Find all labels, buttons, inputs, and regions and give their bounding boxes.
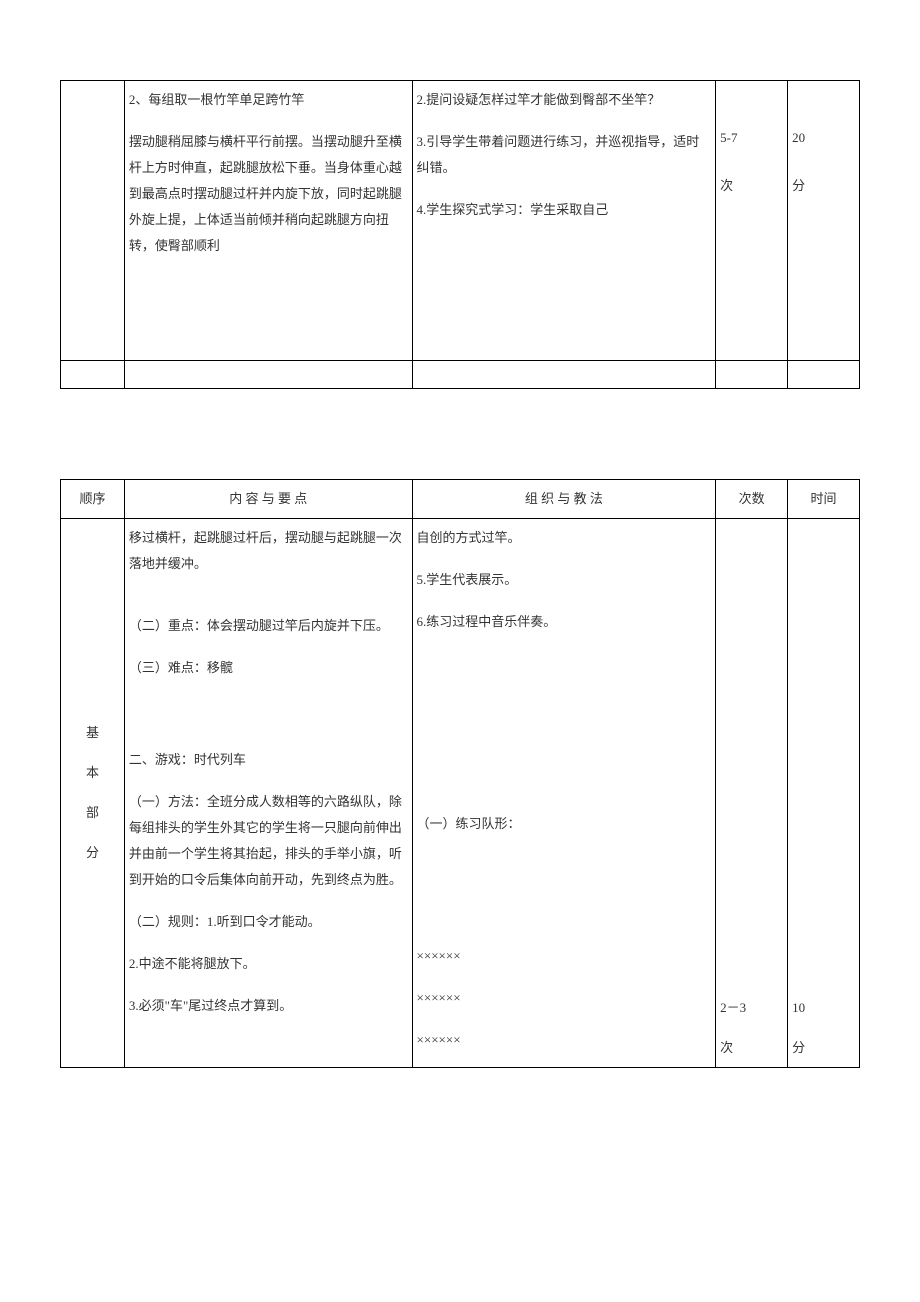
t1-empty3 xyxy=(412,361,716,389)
table1-time-cell: 20 分 xyxy=(788,81,860,361)
t2-content-p5: （一）方法：全班分成人数相等的六路纵队，除每组排头的学生外其它的学生将一只腿向前… xyxy=(129,789,408,893)
table1-content-row: 2、每组取一根竹竿单足跨竹竿 摆动腿稍屈膝与横杆平行前摆。当摆动腿升至横杆上方时… xyxy=(61,81,860,361)
t2-method-x1: ×××××× xyxy=(417,943,712,969)
t2-h-count: 次数 xyxy=(716,480,788,519)
t2-seq-c4: 分 xyxy=(65,840,120,866)
t1-method-line3: 4.学生探究式学习：学生采取自己 xyxy=(417,197,712,223)
table2-header-row: 顺序 内 容 与 要 点 组 织 与 教 法 次数 时间 xyxy=(61,480,860,519)
t2-method-cell: 自创的方式过竿。 5.学生代表展示。 6.练习过程中音乐伴奏。 （一）练习队形：… xyxy=(412,519,716,1068)
t1-method-line2: 3.引导学生带着问题进行练习，并巡视指导，适时纠错。 xyxy=(417,129,712,181)
t2-h-time: 时间 xyxy=(788,480,860,519)
t2-count-cell: 2－3 次 xyxy=(716,519,788,1068)
t2-time2: 分 xyxy=(792,1035,855,1061)
table1-count-cell: 5-7 次 xyxy=(716,81,788,361)
t2-h-method: 组 织 与 教 法 xyxy=(412,480,716,519)
table1-content-cell: 2、每组取一根竹竿单足跨竹竿 摆动腿稍屈膝与横杆平行前摆。当摆动腿升至横杆上方时… xyxy=(124,81,412,361)
t2-content-p6: （二）规则：1.听到口令才能动。 xyxy=(129,909,408,935)
t1-empty1 xyxy=(61,361,125,389)
t1-count2: 次 xyxy=(720,173,783,199)
lesson-table-2: 顺序 内 容 与 要 点 组 织 与 教 法 次数 时间 基 本 部 分 移过横… xyxy=(60,479,860,1068)
t2-content-p2: （二）重点：体会摆动腿过竿后内旋并下压。 xyxy=(129,613,408,639)
t2-method-x2: ×××××× xyxy=(417,985,712,1011)
t2-content-p4: 二、游戏：时代列车 xyxy=(129,747,408,773)
t2-method-p1: 自创的方式过竿。 xyxy=(417,525,712,551)
t2-method-x3: ×××××× xyxy=(417,1027,712,1053)
table2-content-row: 基 本 部 分 移过横杆，起跳腿过杆后，摆动腿与起跳腿一次落地并缓冲。 （二）重… xyxy=(61,519,860,1068)
t2-method-p3: 6.练习过程中音乐伴奏。 xyxy=(417,609,712,635)
t1-empty2 xyxy=(124,361,412,389)
t1-content-line1: 2、每组取一根竹竿单足跨竹竿 xyxy=(129,87,408,113)
t2-content-cell: 移过横杆，起跳腿过杆后，摆动腿与起跳腿一次落地并缓冲。 （二）重点：体会摆动腿过… xyxy=(124,519,412,1068)
table1-empty-row xyxy=(61,361,860,389)
t2-content-p3: （三）难点：移髋 xyxy=(129,655,408,681)
t1-count1: 5-7 xyxy=(720,125,783,151)
table1-method-cell: 2.提问设疑怎样过竿才能做到臀部不坐竿？ 3.引导学生带着问题进行练习，并巡视指… xyxy=(412,81,716,361)
t1-time2: 分 xyxy=(792,173,855,199)
t2-method-p2: 5.学生代表展示。 xyxy=(417,567,712,593)
t2-seq-cell: 基 本 部 分 xyxy=(61,519,125,1068)
t2-count2: 次 xyxy=(720,1035,783,1061)
t1-method-line1: 2.提问设疑怎样过竿才能做到臀部不坐竿？ xyxy=(417,87,712,113)
lesson-table-1: 2、每组取一根竹竿单足跨竹竿 摆动腿稍屈膝与横杆平行前摆。当摆动腿升至横杆上方时… xyxy=(60,80,860,389)
t2-seq-c3: 部 xyxy=(65,800,120,826)
t2-h-content: 内 容 与 要 点 xyxy=(124,480,412,519)
t2-time-cell: 10 分 xyxy=(788,519,860,1068)
t1-empty4 xyxy=(716,361,788,389)
t2-count1: 2－3 xyxy=(720,995,783,1021)
t2-content-p8: 3.必须"车"尾过终点才算到。 xyxy=(129,993,408,1019)
t2-seq-c1: 基 xyxy=(65,720,120,746)
t1-empty5 xyxy=(788,361,860,389)
t1-time1: 20 xyxy=(792,125,855,151)
t1-content-para2: 摆动腿稍屈膝与横杆平行前摆。当摆动腿升至横杆上方时伸直，起跳腿放松下垂。当身体重… xyxy=(129,129,408,259)
t2-method-p4: （一）练习队形： xyxy=(417,811,712,837)
t2-time1: 10 xyxy=(792,995,855,1021)
t2-h-seq: 顺序 xyxy=(61,480,125,519)
t2-content-p1: 移过横杆，起跳腿过杆后，摆动腿与起跳腿一次落地并缓冲。 xyxy=(129,525,408,577)
t2-seq-c2: 本 xyxy=(65,760,120,786)
t2-content-p7: 2.中途不能将腿放下。 xyxy=(129,951,408,977)
table1-seq-cell xyxy=(61,81,125,361)
